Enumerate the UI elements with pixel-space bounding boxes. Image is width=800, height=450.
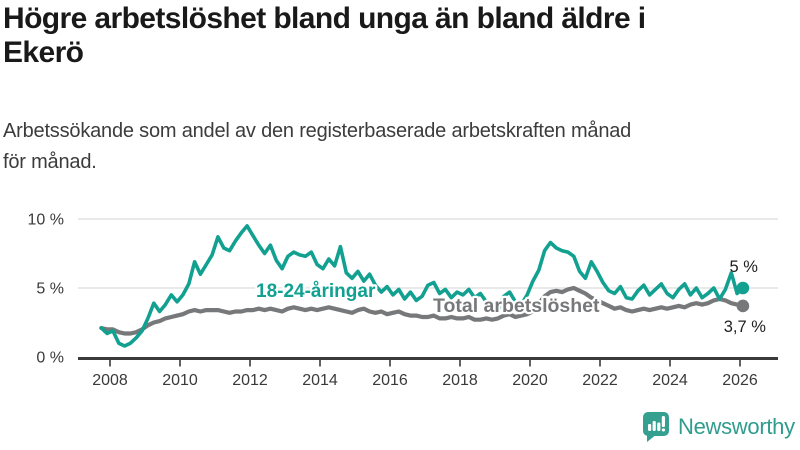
y-tick-label: 10 %: [28, 212, 64, 229]
x-tick-label: 2012: [232, 372, 268, 389]
x-tick-label: 2014: [302, 372, 338, 389]
end-value-label-total: 3,7 %: [724, 318, 767, 336]
end-value-label-young: 5 %: [729, 258, 758, 276]
page-subtitle-line1: Arbetssökande som andel av den registerb…: [3, 120, 632, 142]
x-tick-label: 2020: [512, 372, 548, 389]
newsworthy-logo[interactable]: Newsworthy: [641, 411, 795, 442]
series-label-young: 18-24-åringar: [256, 281, 376, 302]
x-tick-label: 2024: [652, 372, 688, 389]
page-title-line1: Högre arbetslöshet bland unga än bland ä…: [3, 2, 646, 35]
page-subtitle: Arbetssökande som andel av den registerb…: [3, 116, 795, 178]
series-end-dot-young: [736, 281, 750, 295]
series-line-young: [99, 224, 745, 348]
x-tick-label: 2026: [722, 372, 758, 389]
bar-chart-speech-bubble-icon: [643, 412, 669, 442]
series-line-total: [99, 285, 746, 336]
y-tick-label: 0 %: [36, 350, 64, 367]
brand-name: Newsworthy: [678, 413, 795, 439]
page-title: Högre arbetslöshet bland unga än bland ä…: [3, 2, 795, 70]
x-tick-label: 2022: [582, 372, 618, 389]
series-end-dot-total: [736, 299, 750, 313]
page-subtitle-line2: för månad.: [3, 151, 97, 173]
x-tick-label: 2010: [162, 372, 198, 389]
x-tick-label: 2016: [372, 372, 408, 389]
y-tick-label: 5 %: [36, 281, 64, 298]
x-tick-label: 2008: [92, 372, 128, 389]
page-title-line2: Ekerö: [3, 36, 84, 69]
x-tick-label: 2018: [442, 372, 478, 389]
series-label-total: Total arbetslöshet: [433, 295, 600, 317]
